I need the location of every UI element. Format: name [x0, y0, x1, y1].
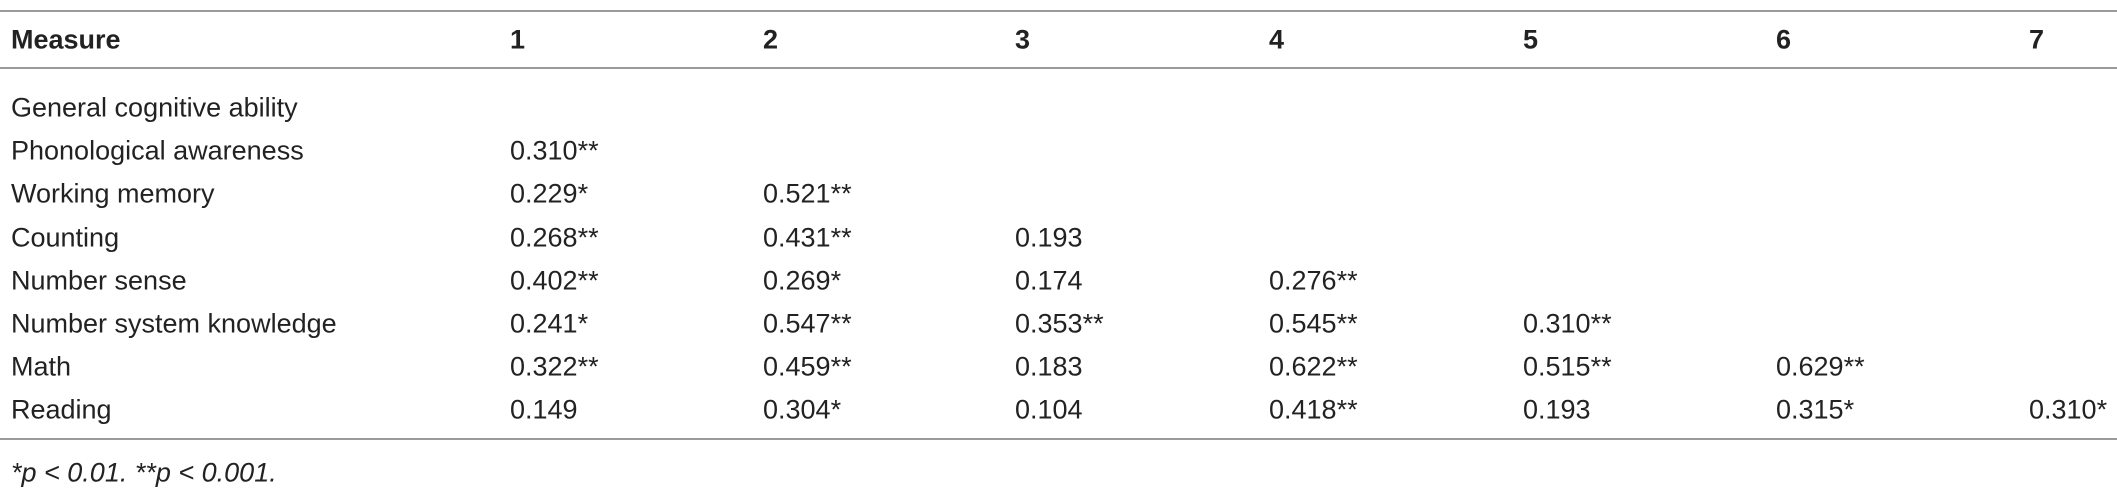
- table-cell: 0.241*: [510, 308, 589, 339]
- table-cell: 0.310**: [510, 135, 599, 166]
- table-cell: 0.310**: [1523, 308, 1612, 339]
- table-cell: 0.193: [1015, 222, 1083, 253]
- table-cell: 0.547**: [763, 308, 852, 339]
- column-header: 3: [1015, 24, 1031, 55]
- column-header: Measure: [11, 24, 121, 55]
- footnote: *p < 0.01. **p < 0.001.: [11, 457, 277, 488]
- table-cell: 0.322**: [510, 351, 599, 382]
- table-cell: 0.515**: [1523, 351, 1612, 382]
- table-cell: 0.183: [1015, 351, 1083, 382]
- table-cell: 0.545**: [1269, 308, 1358, 339]
- row-label: Working memory: [11, 178, 215, 209]
- table-cell: 0.193: [1523, 394, 1591, 425]
- table-cell: 0.353**: [1015, 308, 1104, 339]
- bottom-rule: [0, 438, 2117, 440]
- table-cell: 0.431**: [763, 222, 852, 253]
- row-label: Reading: [11, 394, 112, 425]
- table-cell: 0.629**: [1776, 351, 1865, 382]
- row-label: General cognitive ability: [11, 92, 298, 123]
- column-header: 1: [510, 24, 526, 55]
- row-label: Counting: [11, 222, 120, 253]
- header-rule: [0, 67, 2117, 69]
- column-header: 6: [1776, 24, 1792, 55]
- table-cell: 0.149: [510, 394, 578, 425]
- column-header: 5: [1523, 24, 1539, 55]
- table-cell: 0.521**: [763, 178, 852, 209]
- table-cell: 0.418**: [1269, 394, 1358, 425]
- column-header: 2: [763, 24, 779, 55]
- column-header: 4: [1269, 24, 1285, 55]
- table-cell: 0.268**: [510, 222, 599, 253]
- table-cell: 0.622**: [1269, 351, 1358, 382]
- row-label: Number sense: [11, 265, 187, 296]
- table-cell: 0.276**: [1269, 265, 1358, 296]
- table-cell: 0.104: [1015, 394, 1083, 425]
- table-cell: 0.304*: [763, 394, 842, 425]
- table-cell: 0.229*: [510, 178, 589, 209]
- row-label: Math: [11, 351, 72, 382]
- table-cell: 0.174: [1015, 265, 1083, 296]
- row-label: Phonological awareness: [11, 135, 304, 166]
- table-cell: 0.402**: [510, 265, 599, 296]
- table-cell: 0.315*: [1776, 394, 1855, 425]
- top-rule: [0, 10, 2117, 12]
- table-cell: 0.269*: [763, 265, 842, 296]
- table-cell: 0.310*: [2029, 394, 2108, 425]
- column-header: 7: [2029, 24, 2045, 55]
- table-cell: 0.459**: [763, 351, 852, 382]
- row-label: Number system knowledge: [11, 308, 337, 339]
